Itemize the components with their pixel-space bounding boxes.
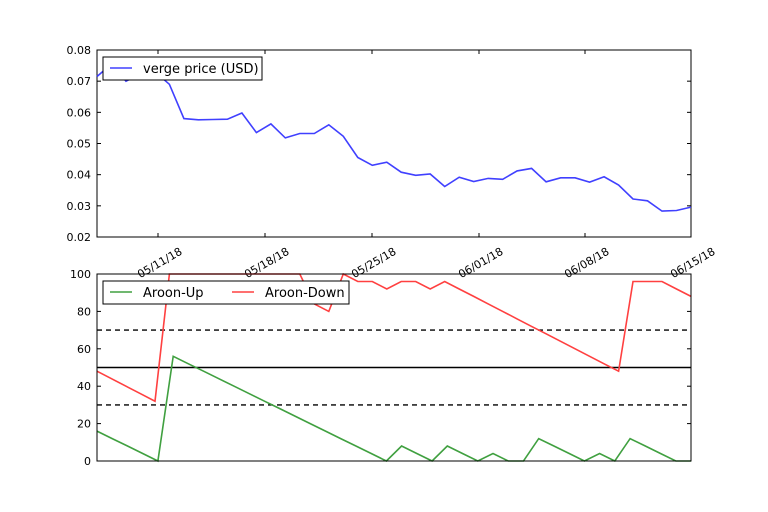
aroon-plot-frame bbox=[96, 273, 692, 462]
aroon-panel: 0 20 40 60 80 100 Aroon-Up Aroon-Down bbox=[70, 268, 692, 468]
aroon-y-tick-label: 0 bbox=[84, 455, 91, 468]
aroon-up-series-line bbox=[96, 355, 691, 463]
price-y-tick-label: 0.05 bbox=[67, 138, 92, 151]
price-y-tick-label: 0.06 bbox=[67, 106, 92, 119]
price-x-tick-label: 05/18/18 bbox=[242, 245, 291, 281]
aroon-y-tick-label: 20 bbox=[77, 418, 91, 431]
price-y-tick-label: 0.07 bbox=[67, 75, 92, 88]
price-y-tick-label: 0.02 bbox=[67, 231, 92, 244]
price-y-tick-label: 0.04 bbox=[67, 169, 92, 182]
price-legend-box bbox=[102, 56, 263, 81]
aroon-y-tick-label: 60 bbox=[77, 343, 91, 356]
price-x-tick-label: 05/11/18 bbox=[135, 245, 184, 281]
price-x-tick-label: 06/08/18 bbox=[562, 245, 611, 281]
aroon-up-legend-label: Aroon-Up bbox=[143, 286, 204, 301]
price-y-tick-label: 0.08 bbox=[67, 44, 92, 57]
price-x-tick-label: 06/01/18 bbox=[456, 245, 505, 281]
price-x-tick-label: 06/15/18 bbox=[668, 245, 717, 281]
aroon-y-tick-label: 80 bbox=[77, 305, 91, 318]
aroon-down-legend-label: Aroon-Down bbox=[265, 286, 345, 301]
price-x-tick-label: 05/25/18 bbox=[349, 245, 398, 281]
price-y-tick-label: 0.03 bbox=[67, 200, 92, 213]
aroon-legend-box bbox=[102, 280, 350, 305]
price-panel: 0.02 0.03 0.04 0.05 0.06 0.07 0.08 05/11/18 05/1… bbox=[67, 44, 718, 281]
price-series-line bbox=[96, 62, 692, 212]
aroon-y-tick-label: 100 bbox=[70, 268, 91, 281]
aroon-legend: Aroon-Up Aroon-Down bbox=[102, 280, 350, 305]
price-legend: verge price (USD) bbox=[102, 56, 263, 81]
price-legend-label: verge price (USD) bbox=[143, 62, 259, 77]
aroon-y-tick-label: 40 bbox=[77, 380, 91, 393]
